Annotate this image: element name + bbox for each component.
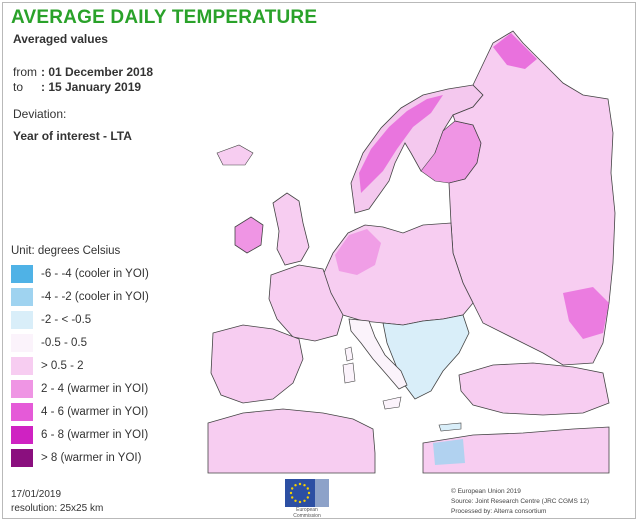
eu-flag-icon: European Commission xyxy=(285,479,329,518)
map-subtitle: Averaged values xyxy=(13,32,108,46)
legend-label: -4 - -2 (cooler in YOI) xyxy=(41,290,149,303)
legend-swatch xyxy=(11,356,33,375)
legend-swatch xyxy=(11,287,33,306)
land-scandinavia xyxy=(350,84,484,214)
land-central-europe xyxy=(322,222,474,326)
legend-swatch xyxy=(11,310,33,329)
to-value: : 15 January 2019 xyxy=(41,80,142,94)
credits: © European Union 2019 Source: Joint Rese… xyxy=(451,487,589,517)
period-block: from : 01 December 2018 to : 15 January … xyxy=(13,65,153,95)
land-ireland xyxy=(234,216,264,254)
land-russia xyxy=(448,30,616,366)
credit-processed: Processed by: Alterra consortium xyxy=(451,508,547,515)
credit-source: Source: Joint Research Centre (JRC CGMS … xyxy=(451,498,589,505)
land-turkey xyxy=(458,362,610,416)
eu-logo-caption: European Commission xyxy=(293,507,321,519)
legend-label: > 8 (warmer in YOI) xyxy=(41,451,142,464)
legend-swatch xyxy=(11,333,33,352)
credit-copyright: © European Union 2019 xyxy=(451,488,521,495)
land-kola-warm xyxy=(493,33,537,69)
legend-item: 4 - 6 (warmer in YOI) xyxy=(11,400,149,423)
legend-label: 4 - 6 (warmer in YOI) xyxy=(41,405,149,418)
land-caucasus-warm xyxy=(563,287,609,339)
legend-label: -2 - < -0.5 xyxy=(41,313,92,326)
land-north-africa xyxy=(207,408,376,474)
legend-item: > 0.5 - 2 xyxy=(11,354,149,377)
deviation-value: Year of interest - LTA xyxy=(13,129,132,143)
land-italy xyxy=(348,318,408,390)
legend-item: > 8 (warmer in YOI) xyxy=(11,446,149,469)
legend-item: -6 - -4 (cooler in YOI) xyxy=(11,262,149,285)
legend-item: -4 - -2 (cooler in YOI) xyxy=(11,285,149,308)
legend-item: 6 - 8 (warmer in YOI) xyxy=(11,423,149,446)
legend-label: -0.5 - 0.5 xyxy=(41,336,88,349)
from-value: : 01 December 2018 xyxy=(41,65,154,79)
legend-label: 2 - 4 (warmer in YOI) xyxy=(41,382,149,395)
legend: Unit: degrees Celsius -6 - -4 (cooler in… xyxy=(11,245,149,469)
legend-swatch xyxy=(11,264,33,283)
legend-item: -2 - < -0.5 xyxy=(11,308,149,331)
eu-stars-icon xyxy=(289,482,311,504)
land-balkans xyxy=(382,314,470,400)
to-label: to xyxy=(13,80,24,94)
from-label: from xyxy=(13,65,37,79)
legend-item: 2 - 4 (warmer in YOI) xyxy=(11,377,149,400)
deviation-label: Deviation: xyxy=(13,107,67,121)
legend-swatch xyxy=(11,379,33,398)
temperature-deviation-map xyxy=(207,30,616,474)
legend-swatch xyxy=(11,448,33,467)
legend-unit: Unit: degrees Celsius xyxy=(11,245,121,257)
land-sicily xyxy=(382,396,402,410)
resolution-text: resolution: 25x25 km xyxy=(11,503,104,514)
land-egypt-cool xyxy=(433,439,465,465)
eu-flag xyxy=(285,479,329,507)
legend-label: 6 - 8 (warmer in YOI) xyxy=(41,428,149,441)
land-iceland xyxy=(216,144,254,166)
legend-swatch xyxy=(11,402,33,421)
land-britain xyxy=(272,192,310,266)
land-norway-warm xyxy=(359,95,443,193)
legend-label: > 0.5 - 2 xyxy=(41,359,84,372)
legend-item: -0.5 - 0.5 xyxy=(11,331,149,354)
land-crete xyxy=(438,422,462,432)
land-france xyxy=(268,264,344,342)
land-sardinia xyxy=(342,362,356,384)
legend-label: -6 - -4 (cooler in YOI) xyxy=(41,267,149,280)
land-corsica xyxy=(344,346,354,362)
map-title: AVERAGE DAILY TEMPERATURE xyxy=(11,7,318,28)
eu-flag-shadow xyxy=(315,479,329,507)
land-middle-east xyxy=(422,426,610,474)
land-germany-warm xyxy=(335,229,381,275)
issue-date: 17/01/2019 xyxy=(11,489,62,500)
legend-items: -6 - -4 (cooler in YOI) -4 - -2 (cooler i… xyxy=(11,262,149,469)
legend-swatch xyxy=(11,425,33,444)
land-iberia xyxy=(210,324,304,404)
map-frame: AVERAGE DAILY TEMPERATURE Averaged value… xyxy=(2,2,636,519)
